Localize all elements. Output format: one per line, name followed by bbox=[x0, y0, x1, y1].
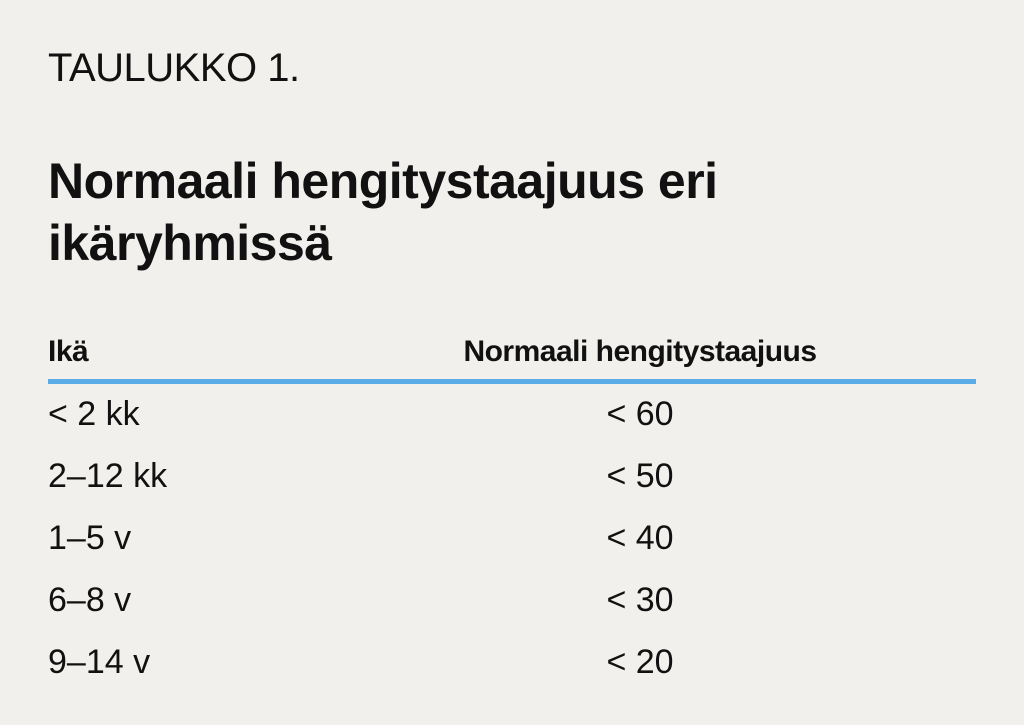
rate-cell: < 40 bbox=[606, 519, 674, 557]
rate-cell: < 50 bbox=[606, 457, 674, 495]
age-cell: 2–12 kk bbox=[48, 457, 168, 495]
table-row: 1–5 v < 40 bbox=[48, 507, 976, 569]
column-header-rate: Normaali hengitystaajuus bbox=[463, 335, 817, 368]
table-row: < 2 kk < 60 bbox=[48, 383, 976, 445]
rate-cell: < 30 bbox=[606, 581, 674, 619]
age-cell: < 2 kk bbox=[48, 395, 140, 433]
age-cell: 6–8 v bbox=[48, 581, 132, 619]
rate-cell: < 60 bbox=[606, 395, 674, 433]
table-label: TAULUKKO 1. bbox=[48, 46, 300, 90]
table-row: 9–14 v < 20 bbox=[48, 631, 976, 693]
table-row: 2–12 kk < 50 bbox=[48, 445, 976, 507]
age-cell: 1–5 v bbox=[48, 519, 132, 557]
header-divider bbox=[48, 379, 976, 384]
page-title: Normaali hengitystaajuus eri ikäryhmissä bbox=[48, 153, 718, 271]
age-cell: 9–14 v bbox=[48, 643, 151, 681]
table-row: 6–8 v < 30 bbox=[48, 569, 976, 631]
rate-cell: < 20 bbox=[606, 643, 674, 681]
column-header-age: Ikä bbox=[48, 335, 89, 368]
